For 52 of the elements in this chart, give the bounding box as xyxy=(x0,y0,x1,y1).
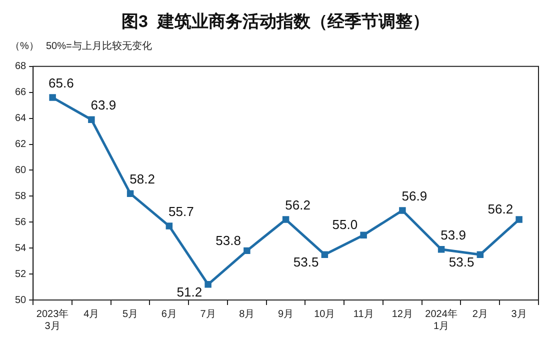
data-label: 53.5 xyxy=(448,254,474,270)
point xyxy=(476,251,484,258)
x-tick-label: 11月 xyxy=(353,308,374,320)
point xyxy=(244,247,250,254)
x-tick-label: 2月 xyxy=(472,308,488,320)
point xyxy=(204,281,212,288)
y-tick-label: 58 xyxy=(15,190,27,202)
data-label: 56.2 xyxy=(285,198,310,213)
data-label: 56.2 xyxy=(488,202,514,217)
data-label: 53.8 xyxy=(216,232,241,248)
x-tick-label: 3月 xyxy=(511,308,527,320)
y-tick-label: 60 xyxy=(15,164,27,176)
x-tick-label: 5月 xyxy=(122,308,138,320)
x-tick-label: 10月 xyxy=(314,308,336,320)
text: 50%=与上月比较无变化 xyxy=(46,40,152,52)
y-axis-title: （%） xyxy=(10,41,39,52)
x-tick-label: 7月 xyxy=(200,308,216,320)
point xyxy=(399,207,406,214)
point xyxy=(516,216,522,223)
x-tick-label: 9月 xyxy=(278,308,294,320)
data-label: 56.9 xyxy=(402,188,428,204)
x-tick-label: 4月 xyxy=(84,308,100,320)
chart-title: 图3 建筑业商务活动指数（经季节调整） xyxy=(122,12,430,31)
point xyxy=(49,94,56,101)
x-tick-label: 8月 xyxy=(239,308,255,320)
x-tick-label: 12月 xyxy=(392,308,413,320)
point xyxy=(282,216,290,223)
data-label: 55.0 xyxy=(332,217,358,232)
point xyxy=(438,246,445,253)
data-label: 58.2 xyxy=(130,172,155,187)
data-label: 65.6 xyxy=(48,76,74,91)
y-tick-label: 54 xyxy=(15,242,27,254)
y-tick-label: 62 xyxy=(15,139,27,150)
point xyxy=(360,232,367,238)
point xyxy=(321,251,328,258)
data-label: 63.9 xyxy=(90,98,116,113)
x-tick-label: 2024年 1月 xyxy=(425,308,458,332)
x-tick-label: 2023年 3月 xyxy=(36,308,69,332)
point xyxy=(88,116,95,123)
data-label: 51.2 xyxy=(176,284,202,300)
y-tick-label: 68 xyxy=(15,61,27,72)
y-tick-label: 56 xyxy=(15,216,27,228)
y-tick-label: 66 xyxy=(15,87,27,98)
y-tick-label: 50 xyxy=(15,294,27,306)
y-tick-label: 52 xyxy=(15,268,27,280)
point xyxy=(166,222,173,230)
x-tick-label: 6月 xyxy=(161,308,177,320)
data-label: 53.9 xyxy=(440,227,466,242)
data-label: 53.5 xyxy=(293,254,319,270)
point xyxy=(126,190,134,197)
data-label: 55.7 xyxy=(168,204,194,220)
y-tick-label: 64 xyxy=(15,113,27,124)
